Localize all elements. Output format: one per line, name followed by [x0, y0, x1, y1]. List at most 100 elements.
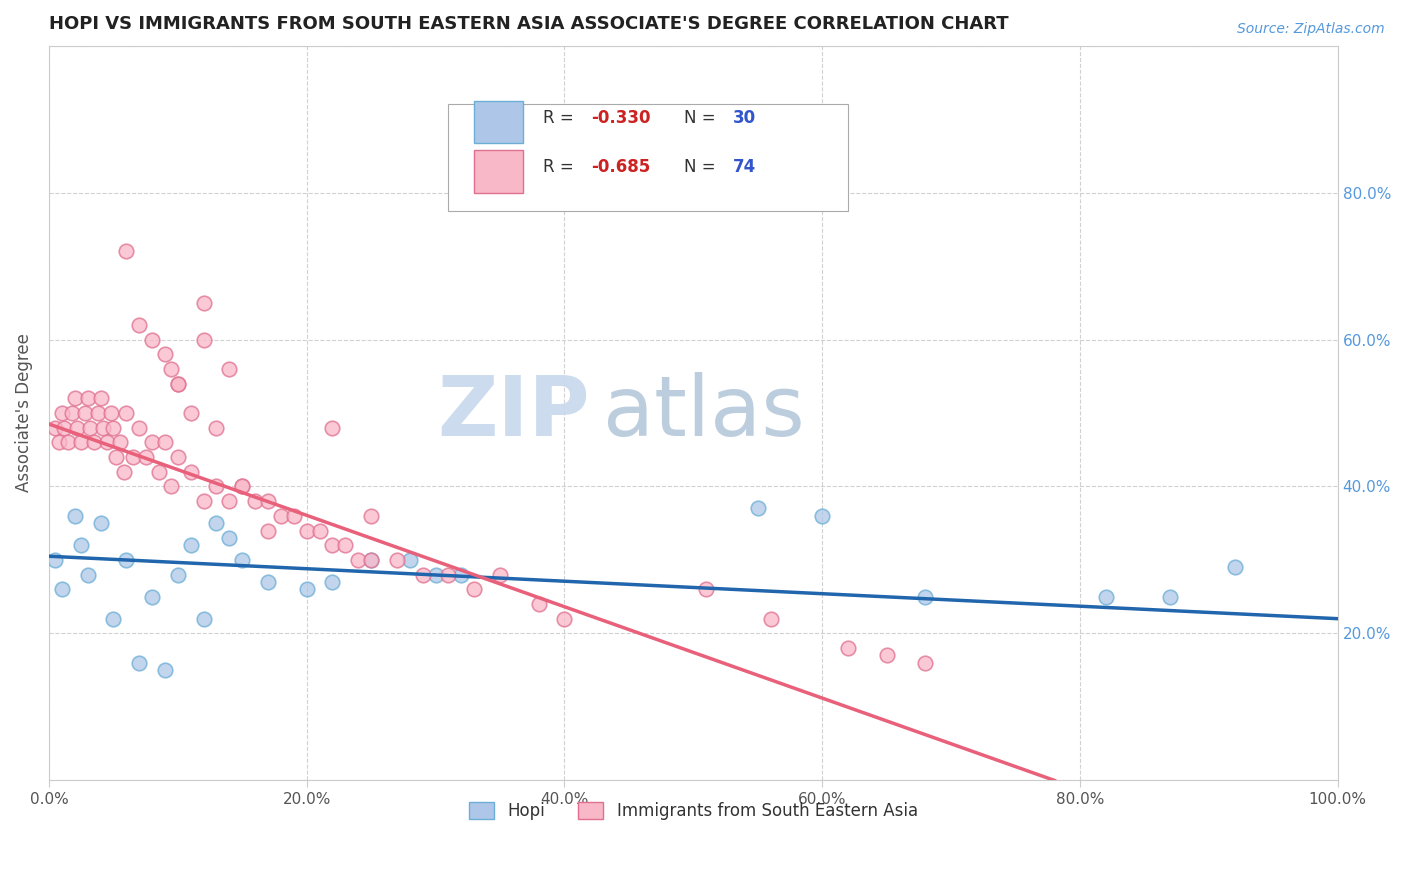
- Point: [205, 420, 228, 434]
- Point: [83, 435, 105, 450]
- Point: [450, 567, 472, 582]
- Point: [70, 435, 93, 450]
- Point: [218, 494, 240, 508]
- Point: [153, 663, 176, 677]
- Point: [141, 333, 163, 347]
- Point: [153, 347, 176, 361]
- Point: [180, 465, 202, 479]
- Point: [231, 553, 253, 567]
- Point: [360, 553, 382, 567]
- Point: [112, 465, 135, 479]
- Point: [148, 465, 170, 479]
- FancyBboxPatch shape: [449, 104, 848, 211]
- Point: [73, 406, 96, 420]
- Point: [321, 574, 343, 589]
- Point: [180, 406, 202, 420]
- Point: [63, 508, 86, 523]
- Point: [87, 406, 110, 420]
- Point: [135, 450, 157, 464]
- Point: [205, 479, 228, 493]
- Point: [128, 318, 150, 332]
- Point: [91, 420, 114, 434]
- Point: [79, 420, 101, 434]
- Point: [437, 567, 460, 582]
- Point: [60, 406, 83, 420]
- Point: [44, 553, 66, 567]
- Point: [283, 508, 305, 523]
- Point: [166, 567, 188, 582]
- Point: [58, 435, 80, 450]
- Text: 30: 30: [734, 109, 756, 127]
- Point: [321, 538, 343, 552]
- Point: [89, 516, 111, 531]
- Text: ZIP: ZIP: [437, 373, 591, 453]
- Text: -0.685: -0.685: [592, 158, 651, 176]
- Point: [128, 420, 150, 434]
- Point: [321, 420, 343, 434]
- Point: [193, 295, 215, 310]
- Bar: [474, 101, 523, 144]
- Point: [257, 494, 280, 508]
- Point: [347, 553, 370, 567]
- Point: [218, 362, 240, 376]
- Point: [335, 538, 357, 552]
- Text: N =: N =: [685, 109, 721, 127]
- Point: [1223, 560, 1246, 574]
- Point: [811, 508, 834, 523]
- Point: [295, 524, 318, 538]
- Point: [160, 479, 183, 493]
- Point: [166, 450, 188, 464]
- Text: Source: ZipAtlas.com: Source: ZipAtlas.com: [1237, 22, 1385, 37]
- Point: [270, 508, 292, 523]
- Point: [218, 531, 240, 545]
- Point: [695, 582, 717, 597]
- Point: [914, 590, 936, 604]
- Point: [66, 420, 89, 434]
- Point: [103, 612, 125, 626]
- Point: [160, 362, 183, 376]
- Point: [100, 406, 122, 420]
- Point: [51, 582, 73, 597]
- Point: [527, 597, 550, 611]
- Bar: [474, 150, 523, 193]
- Text: R =: R =: [543, 158, 578, 176]
- Point: [193, 494, 215, 508]
- Text: R =: R =: [543, 109, 578, 127]
- Point: [759, 612, 782, 626]
- Point: [205, 516, 228, 531]
- Point: [63, 392, 86, 406]
- Point: [44, 420, 66, 434]
- Text: N =: N =: [685, 158, 721, 176]
- Point: [193, 612, 215, 626]
- Point: [308, 524, 330, 538]
- Point: [385, 553, 408, 567]
- Point: [193, 333, 215, 347]
- Point: [398, 553, 420, 567]
- Point: [76, 392, 98, 406]
- Point: [48, 435, 70, 450]
- Point: [104, 450, 127, 464]
- Point: [257, 574, 280, 589]
- Y-axis label: Associate's Degree: Associate's Degree: [15, 334, 32, 492]
- Point: [412, 567, 434, 582]
- Point: [141, 435, 163, 450]
- Point: [747, 501, 769, 516]
- Point: [243, 494, 266, 508]
- Point: [108, 435, 131, 450]
- Point: [115, 406, 138, 420]
- Point: [914, 656, 936, 670]
- Point: [257, 524, 280, 538]
- Point: [70, 538, 93, 552]
- Point: [489, 567, 512, 582]
- Point: [141, 590, 163, 604]
- Point: [121, 450, 143, 464]
- Point: [837, 641, 859, 656]
- Point: [166, 376, 188, 391]
- Point: [128, 656, 150, 670]
- Point: [876, 648, 898, 663]
- Point: [231, 479, 253, 493]
- Point: [115, 244, 138, 259]
- Point: [76, 567, 98, 582]
- Point: [53, 420, 76, 434]
- Point: [553, 612, 575, 626]
